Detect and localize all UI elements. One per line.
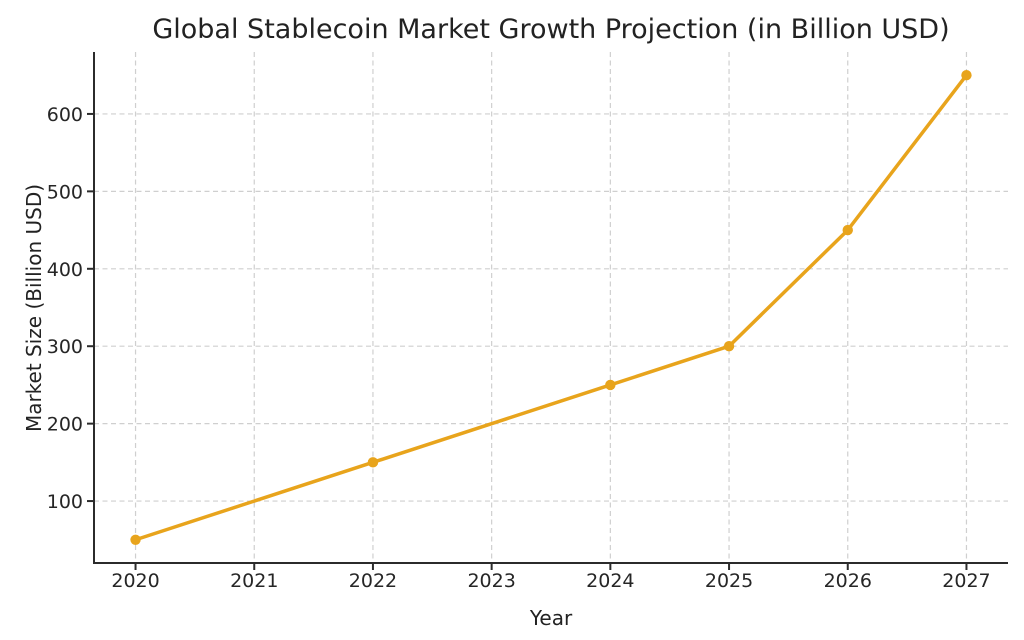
data-point <box>367 457 379 468</box>
data-point <box>130 534 141 545</box>
y-tick-label: 200 <box>47 414 83 436</box>
x-tick-label: 2020 <box>111 570 159 592</box>
data-point <box>605 379 616 391</box>
y-tick-label: 600 <box>47 104 83 126</box>
x-tick-label: 2026 <box>824 570 872 592</box>
x-tick-label: 2024 <box>586 570 634 592</box>
x-tick-label: 2022 <box>349 570 397 592</box>
data-point <box>961 70 972 81</box>
y-tick-label: 500 <box>47 181 83 203</box>
x-tick-label: 2027 <box>942 570 990 592</box>
chart-title: Global Stablecoin Market Growth Projecti… <box>152 14 950 45</box>
x-tick-label: 2023 <box>467 570 515 592</box>
y-tick-label: 100 <box>47 491 83 513</box>
x-axis-label: Year <box>529 606 573 630</box>
x-tick-label: 2021 <box>230 570 278 592</box>
y-tick-label: 300 <box>47 336 83 358</box>
data-point <box>842 224 853 236</box>
data-line <box>133 73 969 542</box>
data-point <box>723 341 735 352</box>
x-tick-label: 2025 <box>705 570 753 592</box>
y-tick-label: 400 <box>47 259 83 281</box>
